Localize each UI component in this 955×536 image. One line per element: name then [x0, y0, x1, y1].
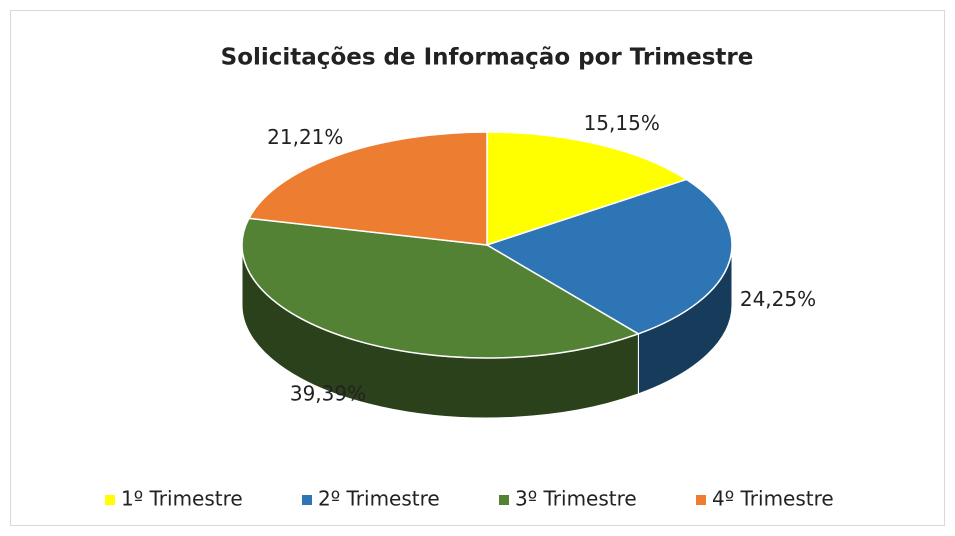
- legend-label: 1º Trimestre: [121, 487, 243, 511]
- pie-slice: [486, 131, 689, 247]
- legend-swatch: [696, 495, 706, 505]
- pie-top: [241, 217, 641, 359]
- legend-label: 2º Trimestre: [318, 487, 440, 511]
- legend-swatch: [302, 495, 312, 505]
- data-label: 21,21%: [267, 125, 343, 149]
- pie-top: [485, 178, 733, 335]
- data-label: 15,15%: [584, 111, 660, 135]
- legend-label: 4º Trimestre: [712, 487, 834, 511]
- legend-swatch: [499, 495, 509, 505]
- chart-title: Solicitações de Informação por Trimestre: [221, 45, 754, 71]
- pie-slice: [247, 131, 488, 246]
- legend-swatch: [105, 495, 115, 505]
- pie-top: [247, 131, 488, 246]
- pie-slice: [241, 217, 641, 419]
- data-label: 39,39%: [290, 382, 366, 406]
- pie-top: [486, 131, 689, 247]
- data-label: 24,25%: [740, 287, 816, 311]
- legend-label: 3º Trimestre: [515, 487, 637, 511]
